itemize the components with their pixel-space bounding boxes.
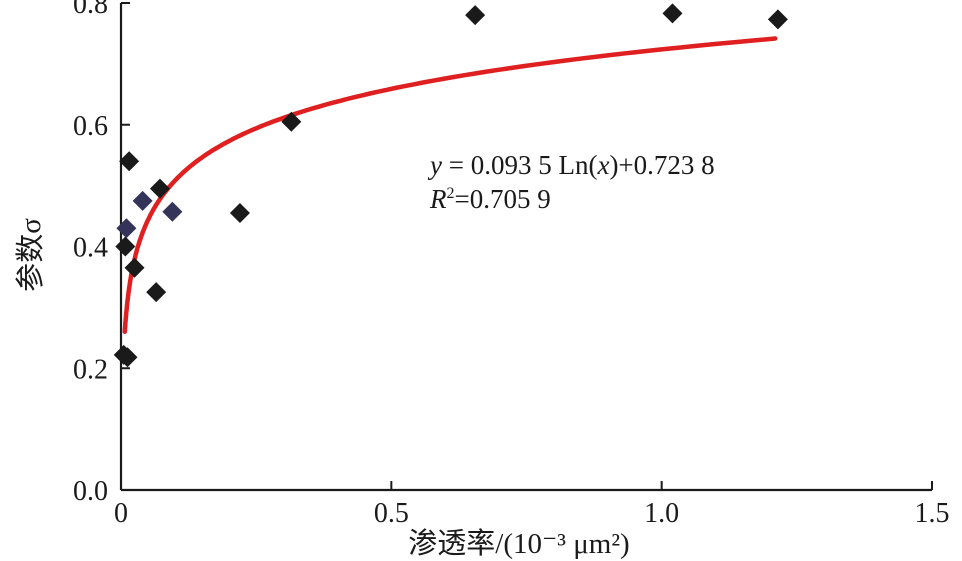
data-point-blue — [116, 218, 137, 239]
data-point — [115, 236, 136, 257]
data-point-blue — [162, 201, 183, 222]
data-point — [149, 178, 170, 199]
ticks: 0 0.5 1.0 1.5 0.0 0.2 0.4 0.6 0.8 — [73, 0, 950, 529]
fit-curve — [122, 36, 778, 335]
data-point — [146, 282, 167, 303]
x-tick-label: 0 — [114, 498, 128, 529]
data-point — [229, 203, 250, 224]
axes — [119, 3, 932, 492]
data-point — [124, 257, 145, 278]
x-tick-label: 1.0 — [644, 498, 679, 529]
x-tick-label: 1.5 — [915, 498, 950, 529]
x-axis-title: 渗透率/(10⁻³ μm²) — [408, 527, 629, 560]
x-tick-label: 0.5 — [374, 498, 409, 529]
y-tick-label: 0.2 — [73, 354, 108, 385]
data-point — [465, 5, 486, 26]
y-tick-label: 0.8 — [73, 0, 108, 20]
data-point — [119, 151, 140, 172]
data-point — [662, 3, 683, 24]
data-point — [117, 347, 138, 368]
equation-text: y = 0.093 5 Ln(x)+0.723 8 — [427, 150, 715, 180]
y-tick-label: 0.4 — [73, 233, 108, 264]
data-point — [281, 111, 302, 132]
y-axis-title: 参数σ — [14, 218, 47, 292]
data-point — [767, 9, 788, 30]
data-point-blue — [132, 190, 153, 211]
fit-curve-group — [122, 36, 778, 335]
y-tick-label: 0.6 — [73, 111, 108, 142]
y-tick-label: 0.0 — [73, 476, 108, 507]
points-group — [113, 3, 788, 368]
r-squared-text: R2=0.705 9 — [429, 184, 551, 214]
